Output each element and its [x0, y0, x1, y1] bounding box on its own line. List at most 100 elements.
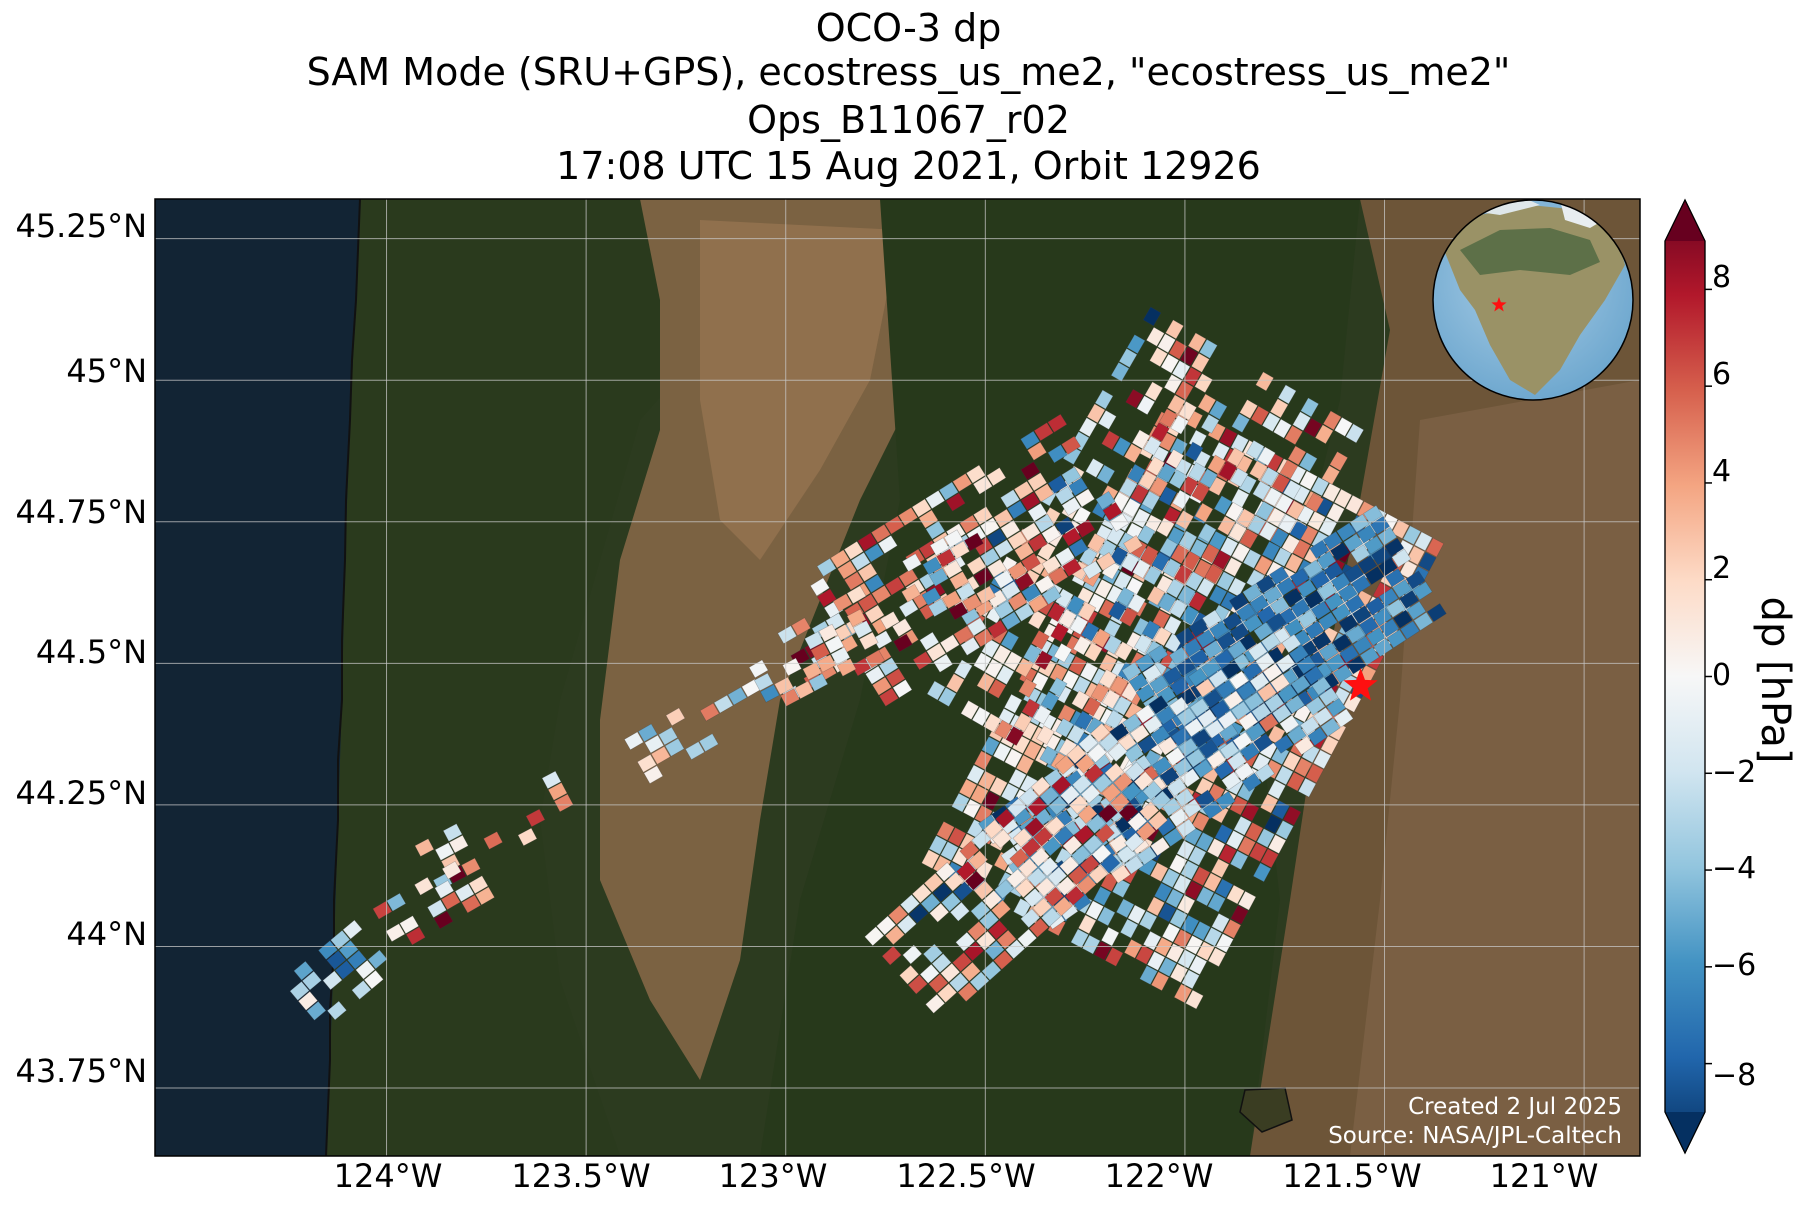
sounding-footprint [804, 631, 824, 650]
globe-forest [1460, 228, 1600, 275]
sounding-footprint [1286, 500, 1305, 520]
willamette-valley [600, 199, 960, 1080]
sounding-footprint [1161, 868, 1180, 888]
sounding-footprint [996, 929, 1017, 950]
sounding-footprint [1303, 417, 1323, 438]
sounding-footprint [816, 557, 837, 577]
sounding-footprint [1215, 679, 1236, 700]
sounding-footprint [1195, 629, 1216, 649]
sounding-footprint [864, 604, 885, 624]
colorbar-tick-label: 4 [1712, 454, 1732, 489]
sounding-footprint [1034, 574, 1055, 594]
sounding-footprint [1249, 672, 1270, 692]
sounding-footprint [1243, 613, 1264, 633]
sounding-footprint [972, 475, 993, 495]
sounding-footprint [1080, 783, 1101, 804]
sounding-footprint [1266, 612, 1287, 632]
sounding-footprint [878, 687, 899, 707]
lon-label: 123.5°W [511, 1157, 651, 1195]
sounding-footprint [1392, 609, 1413, 629]
sounding-footprint [1051, 775, 1072, 796]
sounding-footprint [1021, 698, 1041, 719]
sounding-footprint [363, 969, 384, 990]
sounding-footprint [1231, 413, 1251, 433]
sounding-footprint [922, 556, 943, 576]
sounding-footprint [1234, 761, 1255, 782]
sounding-footprint [956, 861, 977, 881]
sounding-footprint [1156, 517, 1175, 538]
sounding-footprint [995, 665, 1015, 685]
lon-label: 121.5°W [1282, 1157, 1422, 1195]
sounding-footprint [1332, 633, 1353, 653]
sounding-footprint [1219, 740, 1240, 760]
sounding-footprint [1253, 732, 1274, 753]
sounding-footprint [525, 808, 546, 828]
sounding-footprint [1124, 761, 1146, 782]
sounding-footprint [1027, 533, 1048, 553]
sounding-footprint [892, 679, 913, 699]
sounding-footprint [1123, 855, 1144, 875]
sounding-footprint [1133, 771, 1154, 791]
sounding-footprint [993, 539, 1014, 559]
sounding-footprint [727, 686, 748, 706]
sounding-footprint [1262, 585, 1283, 605]
sounding-footprint [1021, 583, 1042, 603]
sounding-footprint [1364, 566, 1385, 586]
sounding-footprint [1148, 695, 1169, 715]
sounding-footprint [892, 618, 912, 638]
sounding-footprint [1020, 908, 1041, 929]
sounding-footprint [963, 532, 984, 552]
sounding-footprint [898, 598, 919, 618]
sounding-footprint [953, 625, 974, 645]
sounding-footprint [1307, 726, 1328, 747]
sounding-footprint [1232, 731, 1253, 751]
sounding-footprint [791, 617, 811, 637]
sounding-footprint [461, 894, 482, 914]
sounding-footprint [794, 680, 815, 700]
sounding-footprint [1098, 732, 1119, 753]
sounding-footprint [1413, 611, 1434, 631]
sounding-footprint [1237, 836, 1256, 856]
sounding-footprint [1256, 828, 1275, 848]
sounding-footprint [1218, 844, 1237, 864]
sounding-footprint [1345, 624, 1366, 644]
colorbar-label: dp [hPa] [1752, 596, 1798, 764]
sounding-footprint [1143, 435, 1162, 456]
sounding-footprint [1187, 332, 1207, 353]
sounding-footprint [1321, 465, 1341, 485]
lon-label: 122°W [1104, 1157, 1214, 1195]
sounding-footprint [1426, 603, 1447, 623]
sounding-footprint [958, 778, 978, 799]
sounding-footprint [1075, 488, 1096, 508]
sounding-footprint [977, 770, 997, 791]
sounding-footprint [334, 960, 355, 980]
sounding-footprint [830, 549, 851, 569]
sounding-footprint [966, 617, 987, 637]
sounding-footprint [1030, 776, 1051, 797]
sounding-footprint [1385, 568, 1406, 588]
sounding-footprint [483, 831, 503, 850]
sounding-footprint [1095, 490, 1116, 510]
sounding-footprint [1176, 707, 1197, 727]
sounding-footprint [928, 598, 948, 618]
sounding-footprint [1085, 900, 1104, 921]
sounding-footprint [1108, 600, 1127, 621]
sounding-footprint [871, 585, 892, 605]
sounding-footprint [1310, 600, 1331, 620]
lat-label: 44°N [66, 915, 147, 953]
sounding-footprint [1027, 609, 1047, 630]
sounding-footprint [1003, 693, 1023, 714]
title-line-4: 17:08 UTC 15 Aug 2021, Orbit 12926 [556, 144, 1261, 188]
sounding-footprint [1271, 703, 1292, 724]
sounding-footprint [1290, 598, 1311, 618]
sounding-footprint [1168, 469, 1188, 490]
sounding-footprint [1339, 644, 1360, 664]
sounding-footprint [902, 553, 922, 573]
source-credit: Source: NASA/JPL-Caltech [1328, 1123, 1622, 1149]
sounding-footprint [1225, 830, 1245, 850]
sounding-footprint [1223, 690, 1244, 710]
sounding-footprint [992, 644, 1012, 665]
sounding-footprint [1006, 868, 1027, 889]
sounding-footprint [1165, 319, 1184, 340]
sounding-footprint [1013, 898, 1032, 918]
